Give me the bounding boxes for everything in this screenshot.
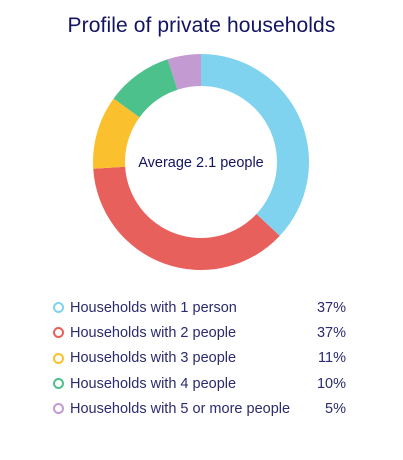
donut-slices	[93, 54, 309, 270]
legend-marker-icon	[53, 302, 64, 314]
legend-value: 37%	[316, 299, 346, 316]
legend-value: 37%	[316, 324, 346, 341]
legend-label: Households with 4 people	[70, 375, 237, 392]
donut-slice-5	[167, 54, 201, 90]
legend-item: Households with 2 people 37%	[53, 320, 346, 345]
legend-label: Households with 1 person	[70, 299, 237, 316]
legend-item: Households with 1 person 37%	[53, 295, 346, 320]
legend-value: 11%	[318, 350, 346, 367]
donut-slice-2	[93, 166, 280, 270]
legend-label: Households with 5 or more people	[70, 400, 291, 417]
legend-value: 5%	[325, 400, 346, 417]
legend-value: 10%	[316, 375, 346, 392]
donut-slice-3	[93, 98, 140, 169]
donut-center-label: Average 2.1 people	[138, 155, 264, 171]
legend-marker-icon	[53, 352, 64, 364]
legend-marker-icon	[53, 403, 64, 415]
legend-marker-icon	[53, 327, 64, 339]
donut-chart: Average 2.1 people	[93, 54, 309, 270]
donut-slice-1	[201, 54, 309, 236]
legend-label: Households with 3 people	[70, 350, 237, 367]
legend-item: Households with 4 people 10%	[53, 371, 346, 396]
donut-svg: Average 2.1 people	[93, 54, 309, 270]
legend-label: Households with 2 people	[70, 324, 237, 341]
donut-slice-4	[113, 59, 178, 118]
legend-item: Households with 5 or more people 5%	[53, 396, 346, 421]
chart-title: Profile of private households	[67, 14, 336, 37]
legend-marker-icon	[53, 378, 64, 390]
legend: Households with 1 person 37% Households wi…	[53, 295, 346, 421]
legend-item: Households with 3 people 11%	[53, 346, 346, 371]
